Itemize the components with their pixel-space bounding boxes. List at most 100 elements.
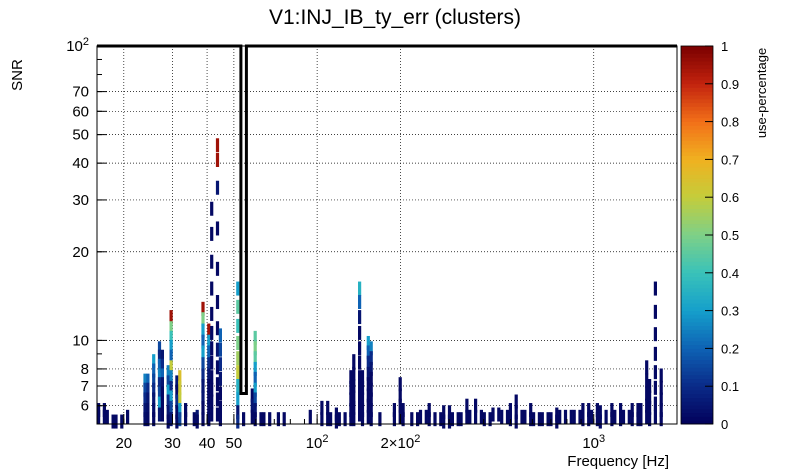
heatmap-cell xyxy=(653,409,657,424)
colorbar-segment xyxy=(681,129,713,134)
heatmap-cell xyxy=(207,368,211,383)
colorbar-segment xyxy=(681,367,713,372)
heatmap-cell xyxy=(569,409,573,424)
heatmap-cell xyxy=(610,412,614,427)
heatmap-cell xyxy=(645,409,649,424)
heatmap-cell xyxy=(282,412,286,427)
heatmap-cell xyxy=(169,412,173,427)
heatmap-cell xyxy=(427,403,431,418)
heatmap-cell xyxy=(645,360,649,375)
heatmap-cell xyxy=(497,407,501,422)
heatmap-cell xyxy=(442,405,446,420)
heatmap-cell xyxy=(433,412,437,427)
colorbar-segment xyxy=(681,144,713,149)
colorbar-segment xyxy=(681,197,713,202)
heatmap-cell xyxy=(653,380,657,395)
heatmap-cell xyxy=(160,368,164,383)
heatmap-cell xyxy=(157,396,162,411)
heatmap-cell xyxy=(218,386,222,401)
heatmap-cell xyxy=(169,321,173,336)
colorbar-segment xyxy=(681,212,713,217)
heatmap-cell xyxy=(207,357,211,372)
heatmap-cell xyxy=(555,414,559,429)
colorbar-segment xyxy=(681,204,713,209)
heatmap-cell xyxy=(218,371,222,386)
heatmap-cell xyxy=(653,327,657,342)
heatmap-cell xyxy=(653,346,657,361)
colorbar-segment xyxy=(681,352,713,357)
heatmap-cell xyxy=(215,392,220,407)
heatmap-cell xyxy=(349,412,353,427)
heatmap-cell xyxy=(491,407,495,422)
heatmap-cell xyxy=(630,412,634,427)
heatmap-cell xyxy=(195,414,199,429)
heatmap-cell xyxy=(442,414,446,429)
colorbar-segment xyxy=(681,238,713,243)
heatmap-cell xyxy=(500,409,504,424)
colorbar-segment xyxy=(681,216,713,221)
heatmap-cell xyxy=(653,365,657,380)
heatmap-cell xyxy=(236,281,240,296)
y-tick-label: 40 xyxy=(72,155,89,172)
heatmap-cell xyxy=(236,318,240,333)
heatmap-cell xyxy=(146,412,150,427)
heatmap-cell xyxy=(201,334,205,349)
heatmap-cell xyxy=(334,414,338,429)
colorbar-segment xyxy=(681,170,713,175)
heatmap-cell xyxy=(157,386,162,401)
heatmap-cell xyxy=(102,409,106,424)
colorbar-segment xyxy=(681,287,713,293)
colorbar-segment xyxy=(681,397,713,402)
heatmap-cell xyxy=(201,345,205,360)
heatmap-cell xyxy=(352,366,356,381)
colorbar-segment xyxy=(681,72,713,77)
heatmap-cells xyxy=(97,138,663,429)
heatmap-cell xyxy=(418,409,423,424)
colorbar-segment xyxy=(681,250,713,255)
y-tick-label: 60 xyxy=(72,103,89,120)
colorbar-segment xyxy=(681,374,713,380)
heatmap-cell xyxy=(369,403,373,418)
heatmap-cell xyxy=(157,377,162,392)
colorbar-segment xyxy=(681,98,713,104)
heatmap-cell xyxy=(398,377,402,392)
colorbar-segment xyxy=(681,363,713,368)
colorbar-segment xyxy=(681,189,713,194)
colorbar-segment xyxy=(681,382,713,387)
heatmap-cell xyxy=(636,412,640,427)
heatmap-cell xyxy=(207,379,211,393)
colorbar-segment xyxy=(681,185,713,191)
heatmap-cell xyxy=(360,412,365,427)
heatmap-cell xyxy=(369,392,373,407)
colorbar-segment xyxy=(681,265,713,270)
heatmap-cell xyxy=(157,341,162,356)
heatmap-cell xyxy=(595,403,599,418)
colorbar-segment xyxy=(681,193,713,198)
heatmap-cell xyxy=(259,412,263,427)
heatmap-cell xyxy=(636,403,640,418)
heatmap-cell xyxy=(366,366,370,381)
heatmap-cell xyxy=(210,281,214,296)
heatmap-cell xyxy=(152,382,156,397)
heatmap-cell xyxy=(659,368,663,383)
colorbar-segment xyxy=(681,231,713,236)
colorbar-segment xyxy=(681,76,713,81)
colorbar-segment xyxy=(681,200,713,206)
heatmap-cell xyxy=(166,365,170,380)
heatmap-cell xyxy=(358,281,362,296)
heatmap-cell xyxy=(201,301,205,316)
heatmap-cell xyxy=(160,358,164,373)
heatmap-cell xyxy=(201,400,205,415)
heatmap-cell xyxy=(201,312,205,327)
colorbar-segment xyxy=(681,235,713,240)
colorbar-segment xyxy=(681,420,713,425)
heatmap-cell xyxy=(175,414,179,429)
colorbar-segment xyxy=(681,219,713,225)
colorbar-segment xyxy=(681,314,713,319)
heatmap-cell xyxy=(178,392,182,407)
heatmap-cell xyxy=(369,382,373,397)
heatmap-cell xyxy=(648,400,652,415)
heatmap-cell xyxy=(236,299,240,314)
heatmap-cell xyxy=(210,341,214,356)
